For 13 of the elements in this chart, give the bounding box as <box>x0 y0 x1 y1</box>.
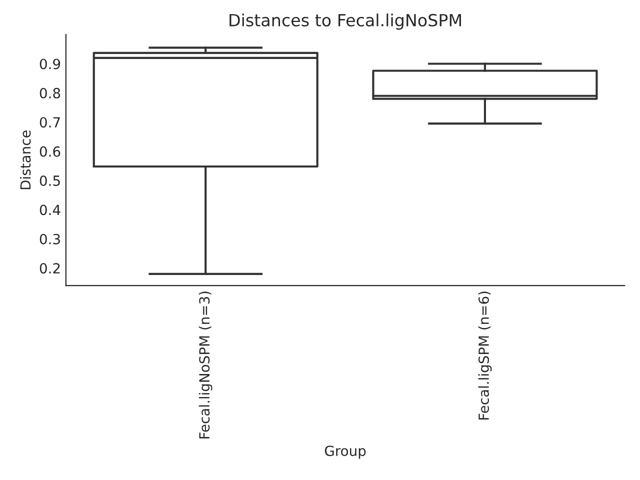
y-tick-label: 0.2 <box>40 263 60 274</box>
x-axis-title: Group <box>324 446 366 459</box>
y-tick-label: 0.5 <box>40 175 60 186</box>
y-axis-title: Distance <box>20 130 31 190</box>
y-tick-label: 0.4 <box>40 204 60 216</box>
y-tick-label: 0.8 <box>40 88 60 98</box>
x-tick-label: Fecal.ligSPM (n=6) <box>478 292 492 420</box>
x-tick-label: Fecal.ligNoSPM (n=3) <box>198 292 212 438</box>
y-tick-label: 0.9 <box>40 58 60 70</box>
chart-title: Distances to Fecal.ligNoSPM <box>230 14 461 30</box>
y-tick-label: 0.7 <box>40 117 60 128</box>
y-tick-label: 0.3 <box>40 234 60 244</box>
y-tick-label: 0.6 <box>40 146 60 157</box>
